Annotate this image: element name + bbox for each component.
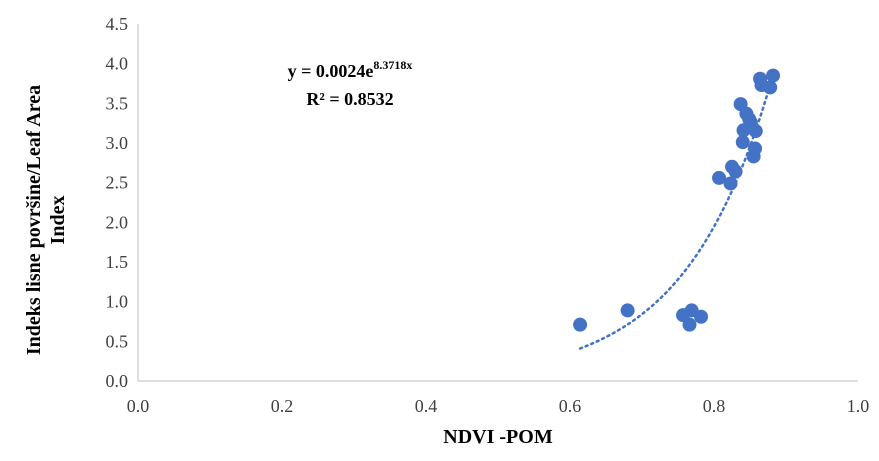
x-tick-label: 0.0 xyxy=(127,396,150,416)
y-tick-label: 1.0 xyxy=(106,292,129,312)
equation-exponent: 8.3718x xyxy=(373,58,412,72)
r-squared-label: R² = 0.8532 xyxy=(306,89,393,109)
x-tick-label: 0.8 xyxy=(703,396,726,416)
data-point xyxy=(748,124,763,139)
data-points xyxy=(573,68,781,332)
data-point xyxy=(766,68,781,83)
y-tick-label: 4.0 xyxy=(106,54,129,74)
equation-prefix: y = 0.0024e xyxy=(288,61,374,81)
y-tick-label: 1.5 xyxy=(106,252,129,272)
x-tick-labels: 0.0 0.2 0.4 0.6 0.8 1.0 xyxy=(127,396,870,416)
y-axis-title-line2: Index xyxy=(47,196,69,245)
data-point xyxy=(694,309,709,324)
data-point xyxy=(723,176,738,191)
data-point xyxy=(573,317,588,332)
data-point xyxy=(748,141,763,156)
y-tick-label: 2.0 xyxy=(106,212,129,232)
y-tick-label: 3.5 xyxy=(106,93,129,113)
x-tick-label: 0.2 xyxy=(271,396,294,416)
data-point xyxy=(728,164,743,179)
y-tick-labels: 0.0 0.5 1.0 1.5 2.0 2.5 3.0 3.5 4.0 4.5 xyxy=(106,14,129,391)
y-tick-label: 0.0 xyxy=(106,371,129,391)
y-tick-label: 3.0 xyxy=(106,133,129,153)
x-axis-title: NDVI -POM xyxy=(443,426,553,448)
data-point xyxy=(763,80,778,95)
x-tick-label: 1.0 xyxy=(847,396,870,416)
data-point xyxy=(712,170,727,185)
x-tick-label: 0.6 xyxy=(559,396,582,416)
y-tick-label: 2.5 xyxy=(106,173,129,193)
y-tick-label: 4.5 xyxy=(106,14,129,34)
data-point xyxy=(620,303,635,318)
trendline-equation: y = 0.0024e8.3718x xyxy=(288,58,413,81)
x-tick-label: 0.4 xyxy=(415,396,438,416)
data-point xyxy=(682,317,697,332)
data-point xyxy=(735,135,750,150)
y-tick-label: 0.5 xyxy=(106,331,129,351)
y-axis-title-line1: Indeks lisne površine/Leaf Area xyxy=(23,85,45,355)
